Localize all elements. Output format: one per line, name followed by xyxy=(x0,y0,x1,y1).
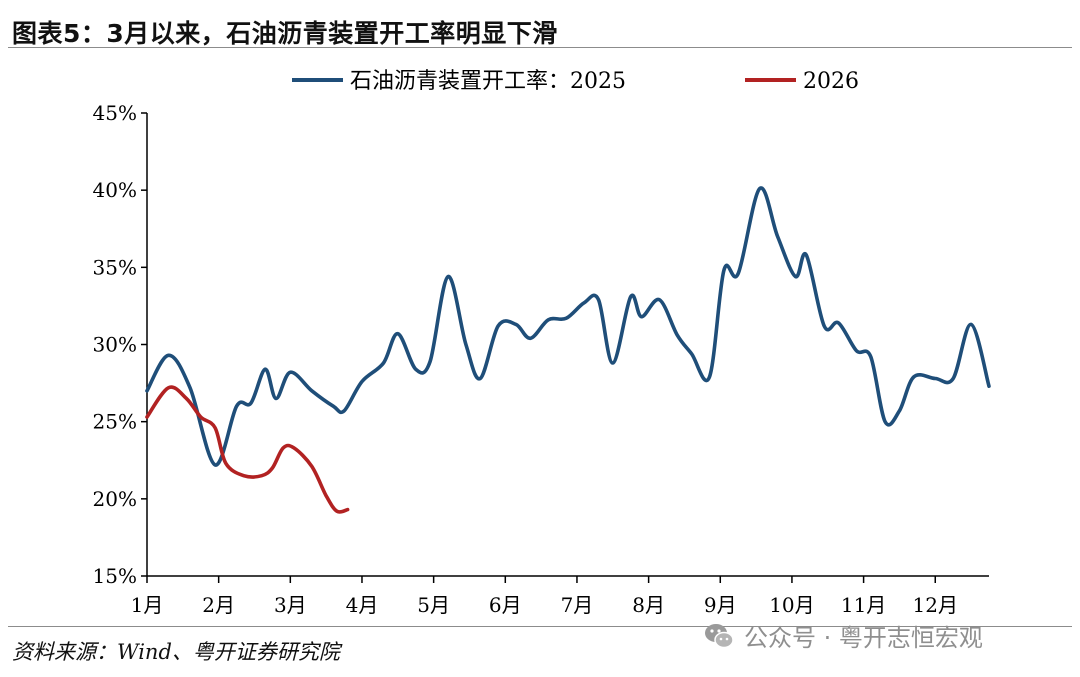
chart-title: 图表5：3月以来，石油沥青装置开工率明显下滑 xyxy=(12,19,558,48)
y-tick-label: 45% xyxy=(93,101,137,125)
x-tick-label: 3月 xyxy=(274,593,307,617)
axes: 15% 20% 25% 30% 35% 40% 45% 1月 2月 3月 4月 5月 6月 7月 8月 9月 1… xyxy=(93,101,989,617)
y-tick-label: 35% xyxy=(93,255,137,279)
x-tick-label: 11月 xyxy=(841,593,886,617)
series-layer xyxy=(145,186,991,514)
x-tick-label: 4月 xyxy=(346,593,379,617)
legend-label-2026: 2026 xyxy=(803,69,859,94)
wechat-icon xyxy=(705,623,734,648)
y-tick-label: 15% xyxy=(93,564,137,588)
legend: 石油沥青装置开工率：2025 2026 xyxy=(292,69,859,94)
x-tick-label: 10月 xyxy=(769,593,814,617)
top-divider xyxy=(8,47,1072,48)
x-tick-label: 7月 xyxy=(561,593,594,617)
source-note: 资料来源：Wind、粤开证券研究院 xyxy=(12,640,340,664)
y-tick-label: 30% xyxy=(93,333,137,357)
watermark: 公众号 · 粤开志恒宏观 xyxy=(702,618,983,653)
x-tick-label: 5月 xyxy=(417,593,450,617)
x-tick-label: 12月 xyxy=(913,593,958,617)
x-tick-label: 2月 xyxy=(202,593,235,617)
series-line-2025 xyxy=(145,186,991,467)
y-tick-label: 25% xyxy=(93,410,137,434)
x-tick-label: 9月 xyxy=(704,593,737,617)
x-tick-label: 6月 xyxy=(489,593,522,617)
watermark-text: 公众号 · 粤开志恒宏观 xyxy=(744,624,983,652)
y-tick-label: 40% xyxy=(93,178,137,202)
y-tick-label: 20% xyxy=(93,487,137,511)
bottom-divider xyxy=(8,626,1072,627)
x-tick-label: 8月 xyxy=(632,593,665,617)
x-tick-label: 1月 xyxy=(131,593,164,617)
series-line-2026 xyxy=(145,385,350,514)
legend-label-2025: 石油沥青装置开工率：2025 xyxy=(350,69,626,94)
